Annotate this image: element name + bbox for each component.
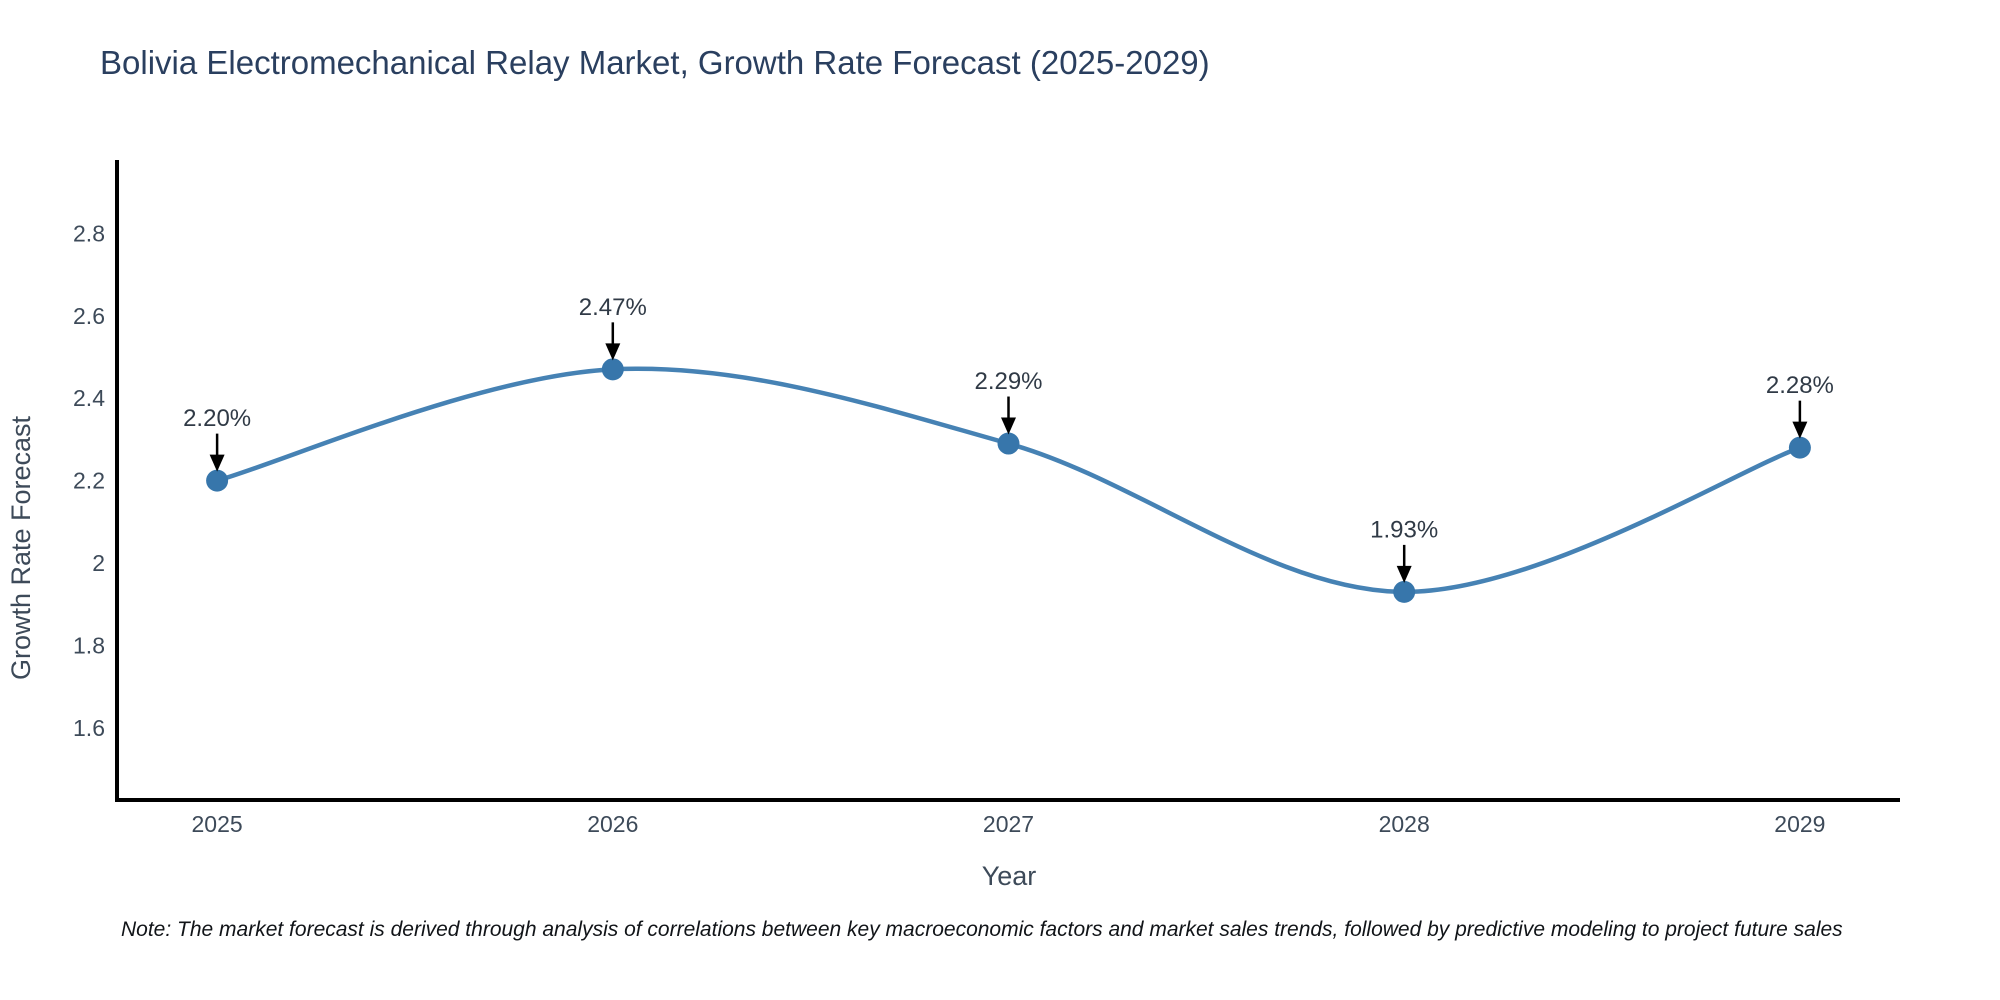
x-axis-title: Year (982, 861, 1037, 891)
data-point-marker (1788, 436, 1811, 459)
annotation-arrow-head (1396, 565, 1412, 583)
point-annotation-label: 2.28% (1766, 372, 1834, 399)
y-axis-title: Growth Rate Forecast (6, 415, 36, 680)
x-tick-label: 2029 (1774, 811, 1825, 837)
data-point-marker (601, 358, 624, 381)
data-point-marker (997, 432, 1020, 455)
point-annotation: 2.20% (183, 405, 251, 472)
y-tick-label: 1.8 (73, 632, 105, 658)
chart-title: Bolivia Electromechanical Relay Market, … (100, 44, 1210, 81)
annotation-arrow-head (605, 343, 621, 361)
y-tick-label: 2 (92, 550, 105, 576)
point-annotation-label: 2.47% (579, 294, 647, 321)
y-tick-label: 1.6 (73, 715, 105, 741)
data-point-marker (1393, 580, 1416, 603)
point-annotation: 2.47% (579, 294, 647, 361)
x-tick-label: 2027 (983, 811, 1034, 837)
y-tick-label: 2.2 (73, 468, 105, 494)
x-tick-label: 2028 (1379, 811, 1430, 837)
y-tick-label: 2.6 (73, 303, 105, 329)
point-annotation-label: 1.93% (1370, 516, 1438, 543)
growth-rate-series (206, 358, 1811, 603)
x-tick-label: 2025 (192, 811, 243, 837)
x-tick-label: 2026 (587, 811, 638, 837)
point-annotations: 2.20% 2.47% 2.29% 1.93% 2.28% (183, 294, 1834, 583)
axes (115, 160, 1900, 802)
annotation-arrow-head (1792, 421, 1808, 439)
annotation-arrow-head (209, 454, 225, 472)
point-annotation: 1.93% (1370, 516, 1438, 583)
annotation-arrow-head (1001, 417, 1016, 435)
axis-ticks: 1.6 1.8 2 2.2 2.4 2.6 2.8 2025 2026 2027 2028 2029 (73, 220, 1825, 837)
point-annotation-label: 2.20% (183, 405, 251, 432)
point-annotation: 2.28% (1766, 372, 1834, 439)
chart-footnote: Note: The market forecast is derived thr… (121, 918, 1843, 941)
point-annotation-label: 2.29% (974, 368, 1042, 395)
y-tick-label: 2.8 (73, 220, 105, 246)
data-point-marker (206, 469, 229, 492)
y-tick-label: 2.4 (73, 385, 105, 411)
axis-spines (115, 160, 1900, 802)
point-annotation: 2.29% (974, 368, 1043, 435)
